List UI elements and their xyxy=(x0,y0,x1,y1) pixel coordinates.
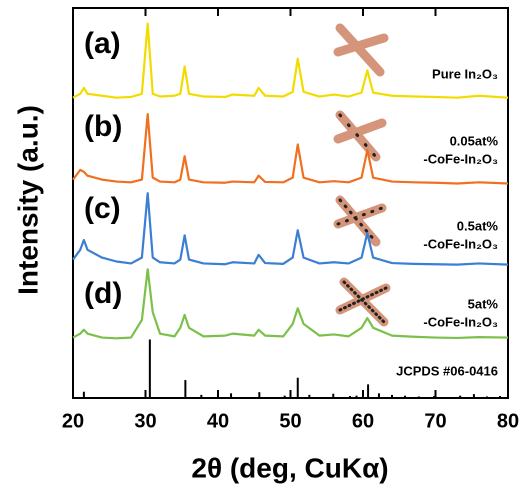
sample-label: -CoFe-In₂O₃ xyxy=(423,236,498,251)
nanowire-c xyxy=(333,195,387,247)
sample-label: -CoFe-In₂O₃ xyxy=(423,314,498,329)
x-tick-label: 40 xyxy=(207,410,229,432)
x-tick-label: 20 xyxy=(62,410,84,432)
series-label: (a) xyxy=(84,27,121,60)
x-tick-label: 80 xyxy=(497,410,519,432)
x-tick-label: 70 xyxy=(424,410,446,432)
sample-label: 5at% xyxy=(468,296,499,311)
series-label: (d) xyxy=(84,277,122,310)
spectrum-line xyxy=(72,22,509,99)
spectrum-line xyxy=(72,268,509,340)
sample-label: 0.5at% xyxy=(457,218,499,233)
sample-label: -CoFe-In₂O₃ xyxy=(423,151,498,166)
nanowire-b xyxy=(333,110,387,162)
spectrum-line xyxy=(72,192,509,266)
sample-label: 0.05at% xyxy=(450,133,499,148)
x-tick-label: 30 xyxy=(134,410,156,432)
y-axis-label: Intensity (a.u.) xyxy=(12,105,43,295)
nanowire-d xyxy=(335,277,391,327)
series-label: (c) xyxy=(84,192,121,225)
x-axis-label: 2θ (deg, CuKα) xyxy=(191,452,388,483)
reference-label: JCPDS #06-0416 xyxy=(396,363,498,378)
nanowire-a xyxy=(333,23,389,77)
sample-label: Pure In₂O₃ xyxy=(432,66,498,81)
x-tick-label: 50 xyxy=(279,410,301,432)
spectrum-line xyxy=(72,112,509,185)
series-label: (b) xyxy=(84,110,122,143)
x-tick-label: 60 xyxy=(352,410,374,432)
nanowire-illustrations xyxy=(333,23,391,327)
